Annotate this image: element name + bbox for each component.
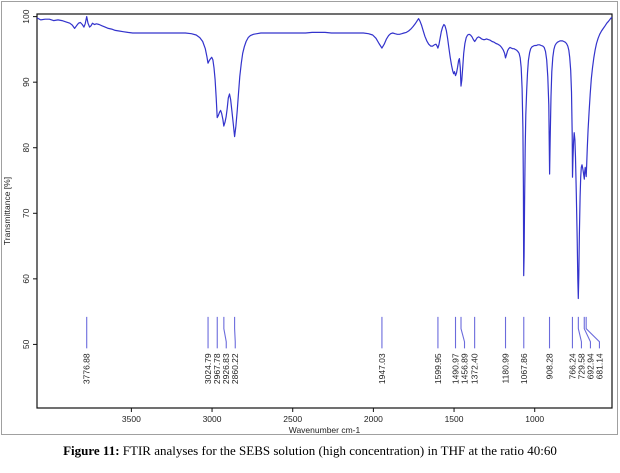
- peak-marker-line: [583, 316, 591, 349]
- peak-label: 1947.03: [377, 353, 387, 384]
- peak-label: 1067.86: [519, 353, 529, 384]
- spectrum-line: [36, 16, 613, 300]
- y-tick-label: 50: [21, 339, 31, 349]
- peak-marker-line: [577, 316, 582, 349]
- y-axis-title: Transmittance [%]: [2, 177, 12, 245]
- peak-marker-line: [460, 316, 466, 349]
- figure-caption: Figure 11: FTIR analyses for the SEBS so…: [0, 443, 620, 459]
- ftir-spectrum-svg: 3500 3000 2500 2000 1500 1000 50 60 70 80 90 100 Wav…: [1, 1, 618, 435]
- ftir-chart: 3500 3000 2500 2000 1500 1000 50 60 70 80 90 100 Wav…: [1, 1, 618, 435]
- peak-label: 2860.22: [230, 353, 240, 384]
- peak-label: 681.14: [594, 353, 604, 379]
- peak-label: 1456.89: [460, 353, 470, 384]
- x-tick-label: 1500: [445, 414, 464, 424]
- peak-label: 3024.79: [203, 353, 213, 384]
- plot-frame: [36, 13, 613, 409]
- y-tick-label: 80: [21, 143, 31, 153]
- y-tick-label: 60: [21, 274, 31, 284]
- x-axis-title: Wavenumber cm-1: [289, 425, 361, 435]
- peak-label: 3776.88: [82, 353, 92, 384]
- peak-label: 1599.95: [433, 353, 443, 384]
- x-tick-label: 2500: [283, 414, 302, 424]
- peak-label: 2967.78: [212, 353, 222, 384]
- x-tick-label: 1000: [525, 414, 544, 424]
- peak-label: 692.94: [585, 353, 595, 379]
- y-tick-label: 70: [21, 208, 31, 218]
- peak-marker-line: [234, 316, 236, 349]
- peak-marker-line: [223, 316, 227, 349]
- peak-label: 908.28: [545, 353, 555, 379]
- peak-label: 729.58: [576, 353, 586, 379]
- x-tick-label: 2000: [364, 414, 383, 424]
- peak-label: 2926.83: [221, 353, 231, 384]
- caption-figure-number: Figure 11:: [63, 443, 120, 458]
- peak-label: 766.24: [567, 353, 577, 379]
- peak-label: 1372.40: [470, 353, 480, 384]
- image-border: [1, 1, 618, 435]
- peak-label: 1180.99: [501, 353, 511, 383]
- x-tick-label: 3000: [203, 414, 222, 424]
- y-tick-label: 100: [21, 9, 31, 23]
- peak-marker-line: [585, 316, 600, 349]
- x-tick-label: 3500: [122, 414, 141, 424]
- y-tick-label: 90: [21, 77, 31, 87]
- caption-text: FTIR analyses for the SEBS solution (hig…: [119, 443, 557, 458]
- peak-label: 1490.97: [451, 353, 461, 384]
